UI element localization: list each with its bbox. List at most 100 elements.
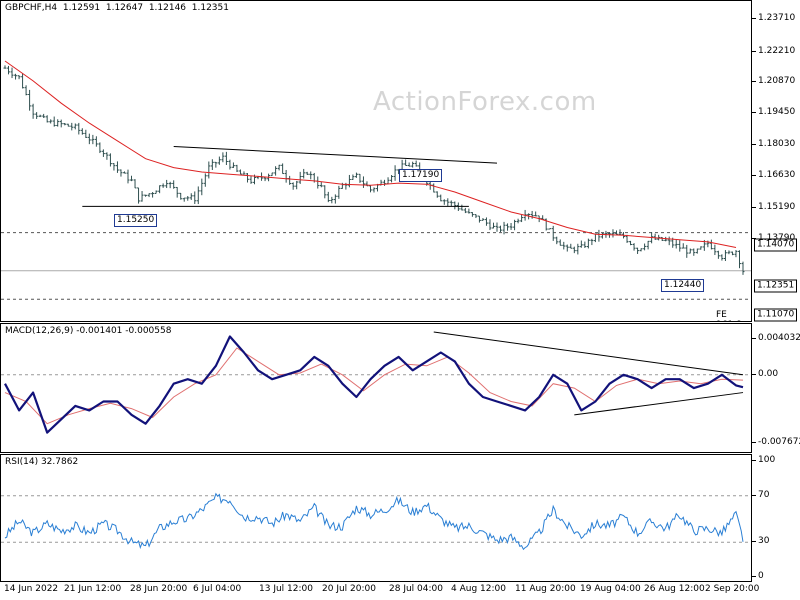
price-bar bbox=[481, 218, 485, 221]
price-bar bbox=[660, 236, 664, 241]
macd-axis: 0.004032 0.00 -0.007672 bbox=[751, 323, 800, 453]
price-bar bbox=[565, 244, 569, 252]
price-plot bbox=[1, 60, 751, 300]
macd-panel: MACD(12,26,9) -0.001401 -0.000558 bbox=[0, 323, 752, 453]
price-bar bbox=[42, 113, 46, 118]
price-bar bbox=[491, 222, 495, 229]
price-bar bbox=[284, 169, 288, 183]
low-value: 1.12146 bbox=[148, 3, 187, 13]
price-bar bbox=[586, 238, 590, 249]
price-bar bbox=[158, 185, 162, 194]
price-bar bbox=[439, 194, 443, 202]
price-bar bbox=[716, 250, 720, 259]
price-bar bbox=[126, 169, 130, 184]
price-bar bbox=[709, 239, 713, 250]
price-bar bbox=[629, 240, 633, 246]
price-y-tick: 1.15190 bbox=[751, 201, 796, 212]
time-tick: 14 Jun 2022 bbox=[4, 584, 59, 594]
price-bar bbox=[217, 156, 221, 165]
price-bar bbox=[38, 114, 42, 118]
price-bar bbox=[87, 133, 91, 145]
price-bar bbox=[734, 250, 738, 258]
price-bar bbox=[193, 191, 197, 204]
price-bar bbox=[249, 175, 253, 184]
price-bar bbox=[685, 244, 689, 258]
rsi-y-tick: 70 bbox=[751, 489, 770, 500]
price-bar bbox=[309, 171, 313, 180]
price-y-tick: 1.23710 bbox=[751, 12, 796, 23]
price-bar bbox=[583, 241, 587, 248]
price-bar bbox=[499, 225, 503, 233]
price-bar bbox=[368, 185, 372, 193]
symbol-label: GBPCHF,H4 bbox=[5, 3, 58, 13]
time-tick: 21 Jun 12:00 bbox=[64, 584, 122, 594]
price-bar bbox=[737, 250, 741, 269]
price-bar bbox=[291, 182, 295, 190]
price-bar bbox=[414, 160, 418, 167]
price-bar bbox=[77, 122, 81, 135]
time-tick: 20 Jul 20:00 bbox=[322, 584, 376, 594]
price-bar bbox=[688, 248, 692, 254]
time-tick: 28 Jul 04:00 bbox=[389, 584, 443, 594]
price-y-tick: 1.16630 bbox=[751, 169, 796, 180]
price-bar bbox=[569, 243, 573, 249]
price-bar bbox=[147, 193, 151, 198]
price-bar bbox=[130, 175, 134, 182]
price-bar bbox=[270, 172, 274, 177]
price-bar bbox=[224, 151, 228, 166]
low-label-1: 1.15250 bbox=[114, 214, 158, 227]
price-bar bbox=[35, 112, 39, 119]
price-bar bbox=[228, 159, 232, 170]
price-bar bbox=[245, 172, 249, 183]
price-bar bbox=[453, 201, 457, 210]
price-bar bbox=[354, 172, 358, 178]
price-bar bbox=[579, 240, 583, 248]
macd-trendline-2 bbox=[574, 392, 744, 416]
time-tick: 26 Aug 12:00 bbox=[644, 584, 705, 594]
price-bar bbox=[316, 176, 320, 189]
price-bar bbox=[98, 142, 102, 154]
close-value: 1.12351 bbox=[191, 3, 229, 13]
price-bar bbox=[281, 163, 285, 175]
price-bar bbox=[17, 75, 21, 80]
price-bar bbox=[558, 239, 562, 246]
time-tick: 6 Jul 04:00 bbox=[193, 584, 242, 594]
price-bar bbox=[45, 115, 49, 123]
price-bar bbox=[56, 119, 60, 127]
fe-label: FE 161.8 bbox=[716, 310, 742, 321]
price-bar bbox=[699, 246, 703, 250]
price-bar bbox=[161, 183, 165, 188]
price-bar bbox=[442, 199, 446, 205]
price-bar bbox=[140, 191, 144, 202]
macd-plot bbox=[1, 331, 751, 434]
time-tick: 11 Aug 20:00 bbox=[515, 584, 576, 594]
price-y-tick: 1.13790 bbox=[751, 232, 796, 243]
price-bar bbox=[555, 236, 559, 245]
watermark: ActionForex.com bbox=[373, 87, 597, 117]
price-bar bbox=[534, 211, 538, 217]
rsi-y-tick: 30 bbox=[751, 536, 770, 547]
price-bar bbox=[10, 67, 14, 79]
price-bar bbox=[460, 204, 464, 211]
price-bar bbox=[667, 236, 671, 246]
price-bar bbox=[618, 229, 622, 235]
price-bar bbox=[470, 212, 474, 217]
price-bar bbox=[263, 177, 267, 182]
price-bar bbox=[175, 186, 179, 198]
price-bar bbox=[593, 233, 597, 243]
price-bar bbox=[449, 200, 453, 207]
price-panel: GBPCHF,H4 1.12591 1.12647 1.12146 1.1235… bbox=[0, 0, 752, 322]
price-bar bbox=[323, 185, 327, 199]
price-bar bbox=[611, 229, 615, 238]
price-bar bbox=[24, 85, 28, 96]
price-bar bbox=[625, 234, 629, 243]
price-bar bbox=[695, 248, 699, 254]
price-bar bbox=[713, 244, 717, 256]
price-bar bbox=[404, 159, 408, 166]
price-bar bbox=[393, 165, 397, 181]
price-bar bbox=[305, 171, 309, 175]
price-bar bbox=[639, 248, 643, 252]
price-bar bbox=[154, 190, 158, 194]
price-bar bbox=[66, 123, 70, 127]
target-axis-label: 1.11070 bbox=[754, 308, 798, 322]
